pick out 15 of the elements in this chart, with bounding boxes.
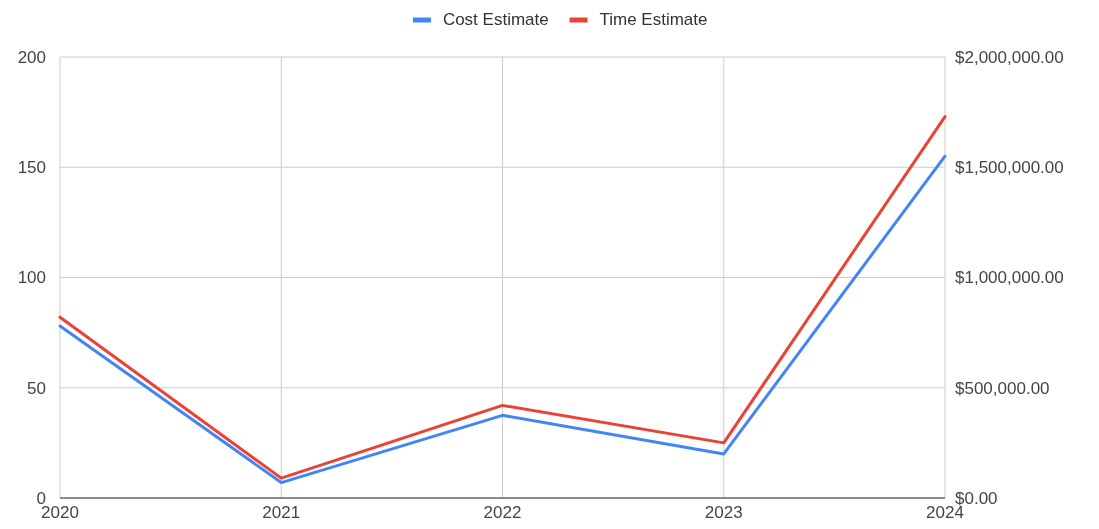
y2-tick-label: $1,000,000.00 [955, 268, 1064, 288]
y2-tick-label: $500,000.00 [955, 378, 1050, 398]
y2-tick-label: $2,000,000.00 [955, 47, 1064, 67]
y-tick-label: 200 [17, 47, 46, 67]
x-tick-label: 2021 [262, 503, 301, 522]
legend-label: Cost Estimate [442, 10, 549, 29]
y-tick-label: 150 [17, 158, 46, 178]
y-tick-label: 100 [17, 268, 46, 288]
y2-tick-label: $1,500,000.00 [955, 158, 1064, 178]
legend-label: Time Estimate [599, 10, 708, 29]
x-tick-label: 2023 [704, 503, 743, 522]
x-tick-label: 2022 [483, 503, 522, 522]
y2-tick-label: $0.00 [955, 488, 998, 508]
x-tick-label: 2020 [41, 503, 79, 522]
y-tick-label: 50 [27, 378, 46, 398]
